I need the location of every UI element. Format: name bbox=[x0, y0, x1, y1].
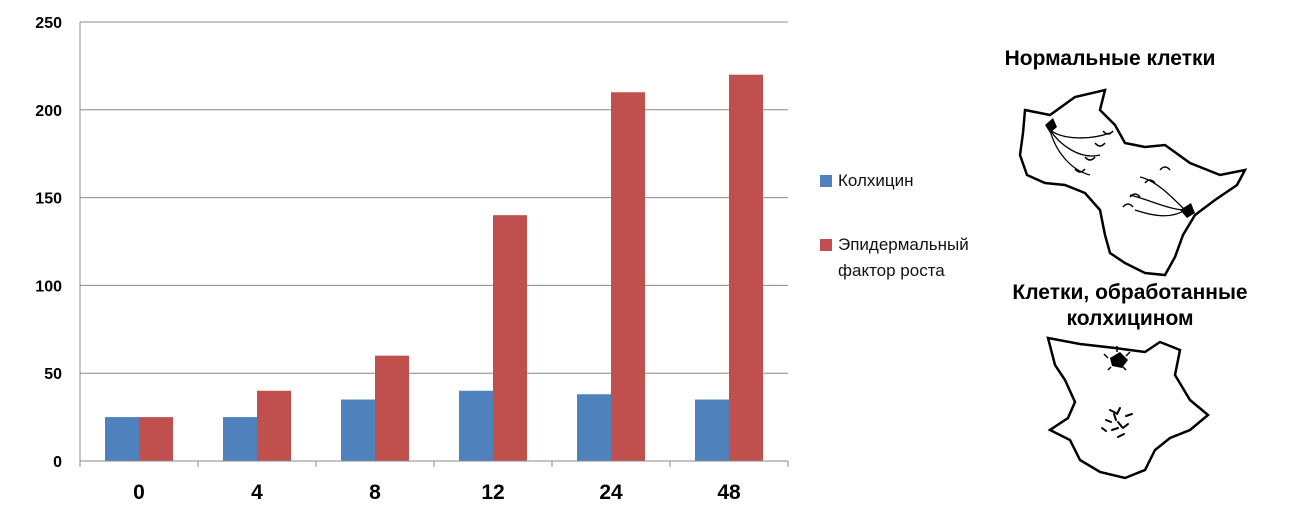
treated-cell-illustration bbox=[1046, 336, 1210, 480]
bar-egf-48 bbox=[729, 74, 763, 462]
bar-egf-24 bbox=[611, 92, 645, 462]
bars bbox=[105, 74, 763, 462]
treated-cells-title: Клетки, обработанные колхицином bbox=[1012, 281, 1248, 330]
bar-colchicine-0 bbox=[105, 417, 139, 461]
bar-colchicine-12 bbox=[459, 390, 493, 461]
legend-swatch-egf bbox=[820, 239, 832, 251]
legend-label-colchicine: Колхицин bbox=[838, 171, 914, 190]
legend-item-egf: Эпидермальный фактор роста bbox=[820, 232, 1008, 284]
axes bbox=[79, 22, 789, 467]
y-tick-label: 0 bbox=[53, 454, 62, 471]
bar-colchicine-24 bbox=[577, 394, 611, 461]
y-tick-label: 150 bbox=[35, 191, 62, 208]
x-tick-label: 48 bbox=[717, 481, 741, 504]
legend: Колхицин Эпидермальный фактор роста bbox=[820, 168, 1008, 322]
bar-egf-4 bbox=[257, 390, 291, 461]
legend-swatch-colchicine bbox=[820, 175, 832, 187]
bar-colchicine-8 bbox=[341, 399, 375, 461]
y-tick-label: 200 bbox=[35, 103, 62, 120]
y-tick-label: 250 bbox=[35, 15, 62, 32]
x-tick-label: 24 bbox=[599, 481, 623, 504]
x-tick-label: 12 bbox=[481, 481, 504, 504]
normal-cells-title: Нормальные клетки bbox=[1004, 47, 1216, 70]
x-tick-labels: 0 4 8 12 24 48 bbox=[133, 481, 741, 504]
x-tick-label: 4 bbox=[251, 481, 263, 504]
y-tick-label: 100 bbox=[35, 278, 62, 295]
bar-colchicine-4 bbox=[223, 417, 257, 461]
x-tick-label: 8 bbox=[369, 481, 381, 504]
normal-cell-illustration bbox=[1018, 88, 1248, 277]
y-tick-labels: 0 50 100 150 200 250 bbox=[35, 15, 62, 471]
bar-colchicine-48 bbox=[695, 399, 729, 461]
bar-egf-0 bbox=[139, 417, 173, 461]
bar-egf-8 bbox=[375, 355, 409, 461]
x-tick-label: 0 bbox=[133, 481, 145, 504]
legend-label-egf: Эпидермальный фактор роста bbox=[838, 235, 969, 280]
gridlines bbox=[80, 21, 788, 374]
y-tick-label: 50 bbox=[44, 366, 62, 383]
legend-item-colchicine: Колхицин bbox=[820, 168, 1008, 194]
bar-egf-12 bbox=[493, 215, 527, 461]
